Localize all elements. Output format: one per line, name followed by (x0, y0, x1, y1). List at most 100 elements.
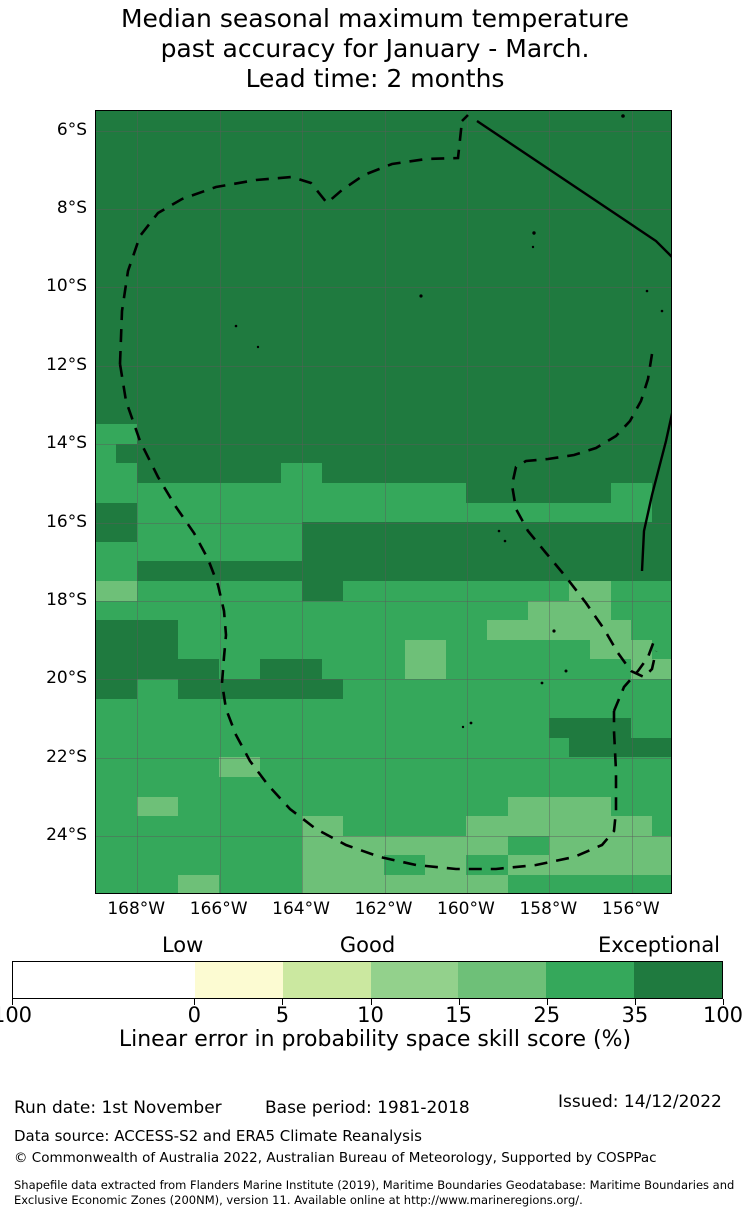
heatmap-cell (96, 620, 118, 641)
heatmap-cell (96, 482, 118, 504)
colorbar-category-label: Exceptional (597, 933, 721, 957)
latitude-tick-label: 16°S (46, 511, 87, 532)
heatmap-cell (651, 855, 671, 876)
heatmap-cell (651, 678, 671, 700)
base-period: Base period: 1981-2018 (265, 1098, 470, 1118)
heatmap-cell (96, 111, 118, 132)
latitude-tick-label: 8°S (56, 198, 87, 218)
heatmap-cell (96, 718, 118, 739)
heatmap-cell (631, 855, 653, 876)
colorbar (12, 961, 723, 999)
latitude-tick-label: 14°S (46, 433, 87, 454)
heatmap-cell (177, 874, 200, 893)
gridline-horizontal (96, 444, 671, 446)
heatmap-cell (96, 247, 118, 269)
colorbar-segment (282, 962, 371, 998)
heatmap-cell (507, 874, 530, 893)
heatmap-cell (363, 874, 385, 893)
heatmap-cell (631, 835, 653, 857)
colorbar-ticks: 100 0 5 10 15 25 35 100 (0, 999, 750, 1027)
heatmap-cell (96, 561, 118, 582)
heatmap-cell (651, 737, 671, 759)
colorbar-category-label: Low (161, 933, 204, 957)
heatmap-cell (157, 874, 179, 893)
heatmap-cell (219, 874, 241, 893)
heatmap-cell (96, 208, 118, 230)
latitude-tick-label: 10°S (46, 276, 87, 297)
title-line-1: Median seasonal maximum temperature (120, 4, 630, 33)
colorbar-tick-label: 35 (621, 1003, 649, 1027)
heatmap-cell (96, 424, 118, 445)
heatmap-cell (96, 502, 118, 524)
gridline-vertical (302, 111, 304, 893)
colorbar-tick-mark (634, 999, 636, 1005)
heatmap-cell (198, 874, 221, 893)
colorbar-tick-label: 5 (275, 1003, 290, 1027)
heatmap-cell (528, 874, 550, 893)
colorbar-axis-title: Linear error in probability space skill … (118, 1027, 632, 1052)
heatmap-cell (322, 874, 344, 893)
gridline-horizontal (96, 209, 671, 210)
gridline-vertical (137, 111, 139, 893)
colorbar-tick-mark (370, 999, 372, 1005)
heatmap-cell (96, 698, 118, 720)
heatmap-cell (404, 874, 427, 893)
page-title: Median seasonal maximum temperature past… (0, 4, 750, 94)
copyright-notice: © Commonwealth of Australia 2022, Austra… (14, 1150, 657, 1166)
colorbar-segment (194, 962, 283, 998)
gridline-vertical (384, 111, 386, 893)
shapefile-attribution: Shapefile data extracted from Flanders M… (14, 1178, 735, 1207)
colorbar-segment (634, 962, 723, 998)
longitude-tick-label: 156°W (601, 899, 660, 919)
gridline-vertical (631, 111, 633, 893)
colorbar-category-labels: Low Good Exceptional (0, 933, 750, 959)
gridline-vertical (466, 111, 468, 893)
heatmap-cell (631, 757, 653, 778)
heatmap-cell (260, 874, 282, 893)
heatmap-cell (96, 130, 118, 151)
longitude-tick-label: 162°W (354, 899, 413, 919)
heatmap-cell (96, 169, 118, 190)
heatmap-cell (96, 659, 118, 680)
map-panel (95, 110, 672, 894)
heatmap-cell (548, 874, 571, 893)
latitude-tick-label: 6°S (56, 119, 87, 140)
heatmap-cell (96, 678, 118, 700)
heatmap-cell (631, 796, 653, 818)
gridline-horizontal (96, 130, 671, 132)
heatmap-cell (96, 580, 118, 602)
latitude-tick-label: 24°S (46, 825, 87, 846)
heatmap-cell (651, 816, 671, 837)
gridline-horizontal (96, 836, 671, 838)
heatmap-cell (487, 874, 509, 893)
title-line-3: Lead time: 2 months (245, 64, 505, 93)
map-plot-area (95, 110, 672, 894)
longitude-tick-label: 158°W (519, 899, 578, 919)
gridline-horizontal (96, 679, 671, 681)
longitude-tick-label: 168°W (107, 899, 166, 919)
colorbar-tick-mark (458, 999, 460, 1005)
heatmap-cell (425, 874, 447, 893)
heatmap-cell (631, 816, 653, 837)
heatmap-cell (96, 345, 118, 367)
heatmap-cell (96, 874, 118, 893)
heatmap-cell (384, 874, 406, 893)
colorbar-tick-label: 0 (187, 1003, 201, 1027)
heatmap-cell (342, 874, 365, 893)
heatmap-cell (651, 874, 671, 893)
run-date: Run date: 1st November (14, 1098, 222, 1118)
heatmap-cell (96, 776, 118, 798)
heatmap-cell (96, 267, 118, 288)
heatmap-cell (96, 149, 118, 171)
heatmap-cell (96, 796, 118, 818)
heatmap-cell (96, 286, 118, 308)
gridline-vertical (219, 111, 221, 893)
heatmap-cell (96, 757, 118, 778)
heatmap-cell (651, 776, 671, 798)
heatmap-cell (610, 874, 633, 893)
heatmap-cell (631, 874, 653, 893)
latitude-tick-label: 18°S (46, 590, 87, 610)
colorbar-tick-mark (194, 999, 196, 1005)
heatmap-cell (569, 874, 592, 893)
